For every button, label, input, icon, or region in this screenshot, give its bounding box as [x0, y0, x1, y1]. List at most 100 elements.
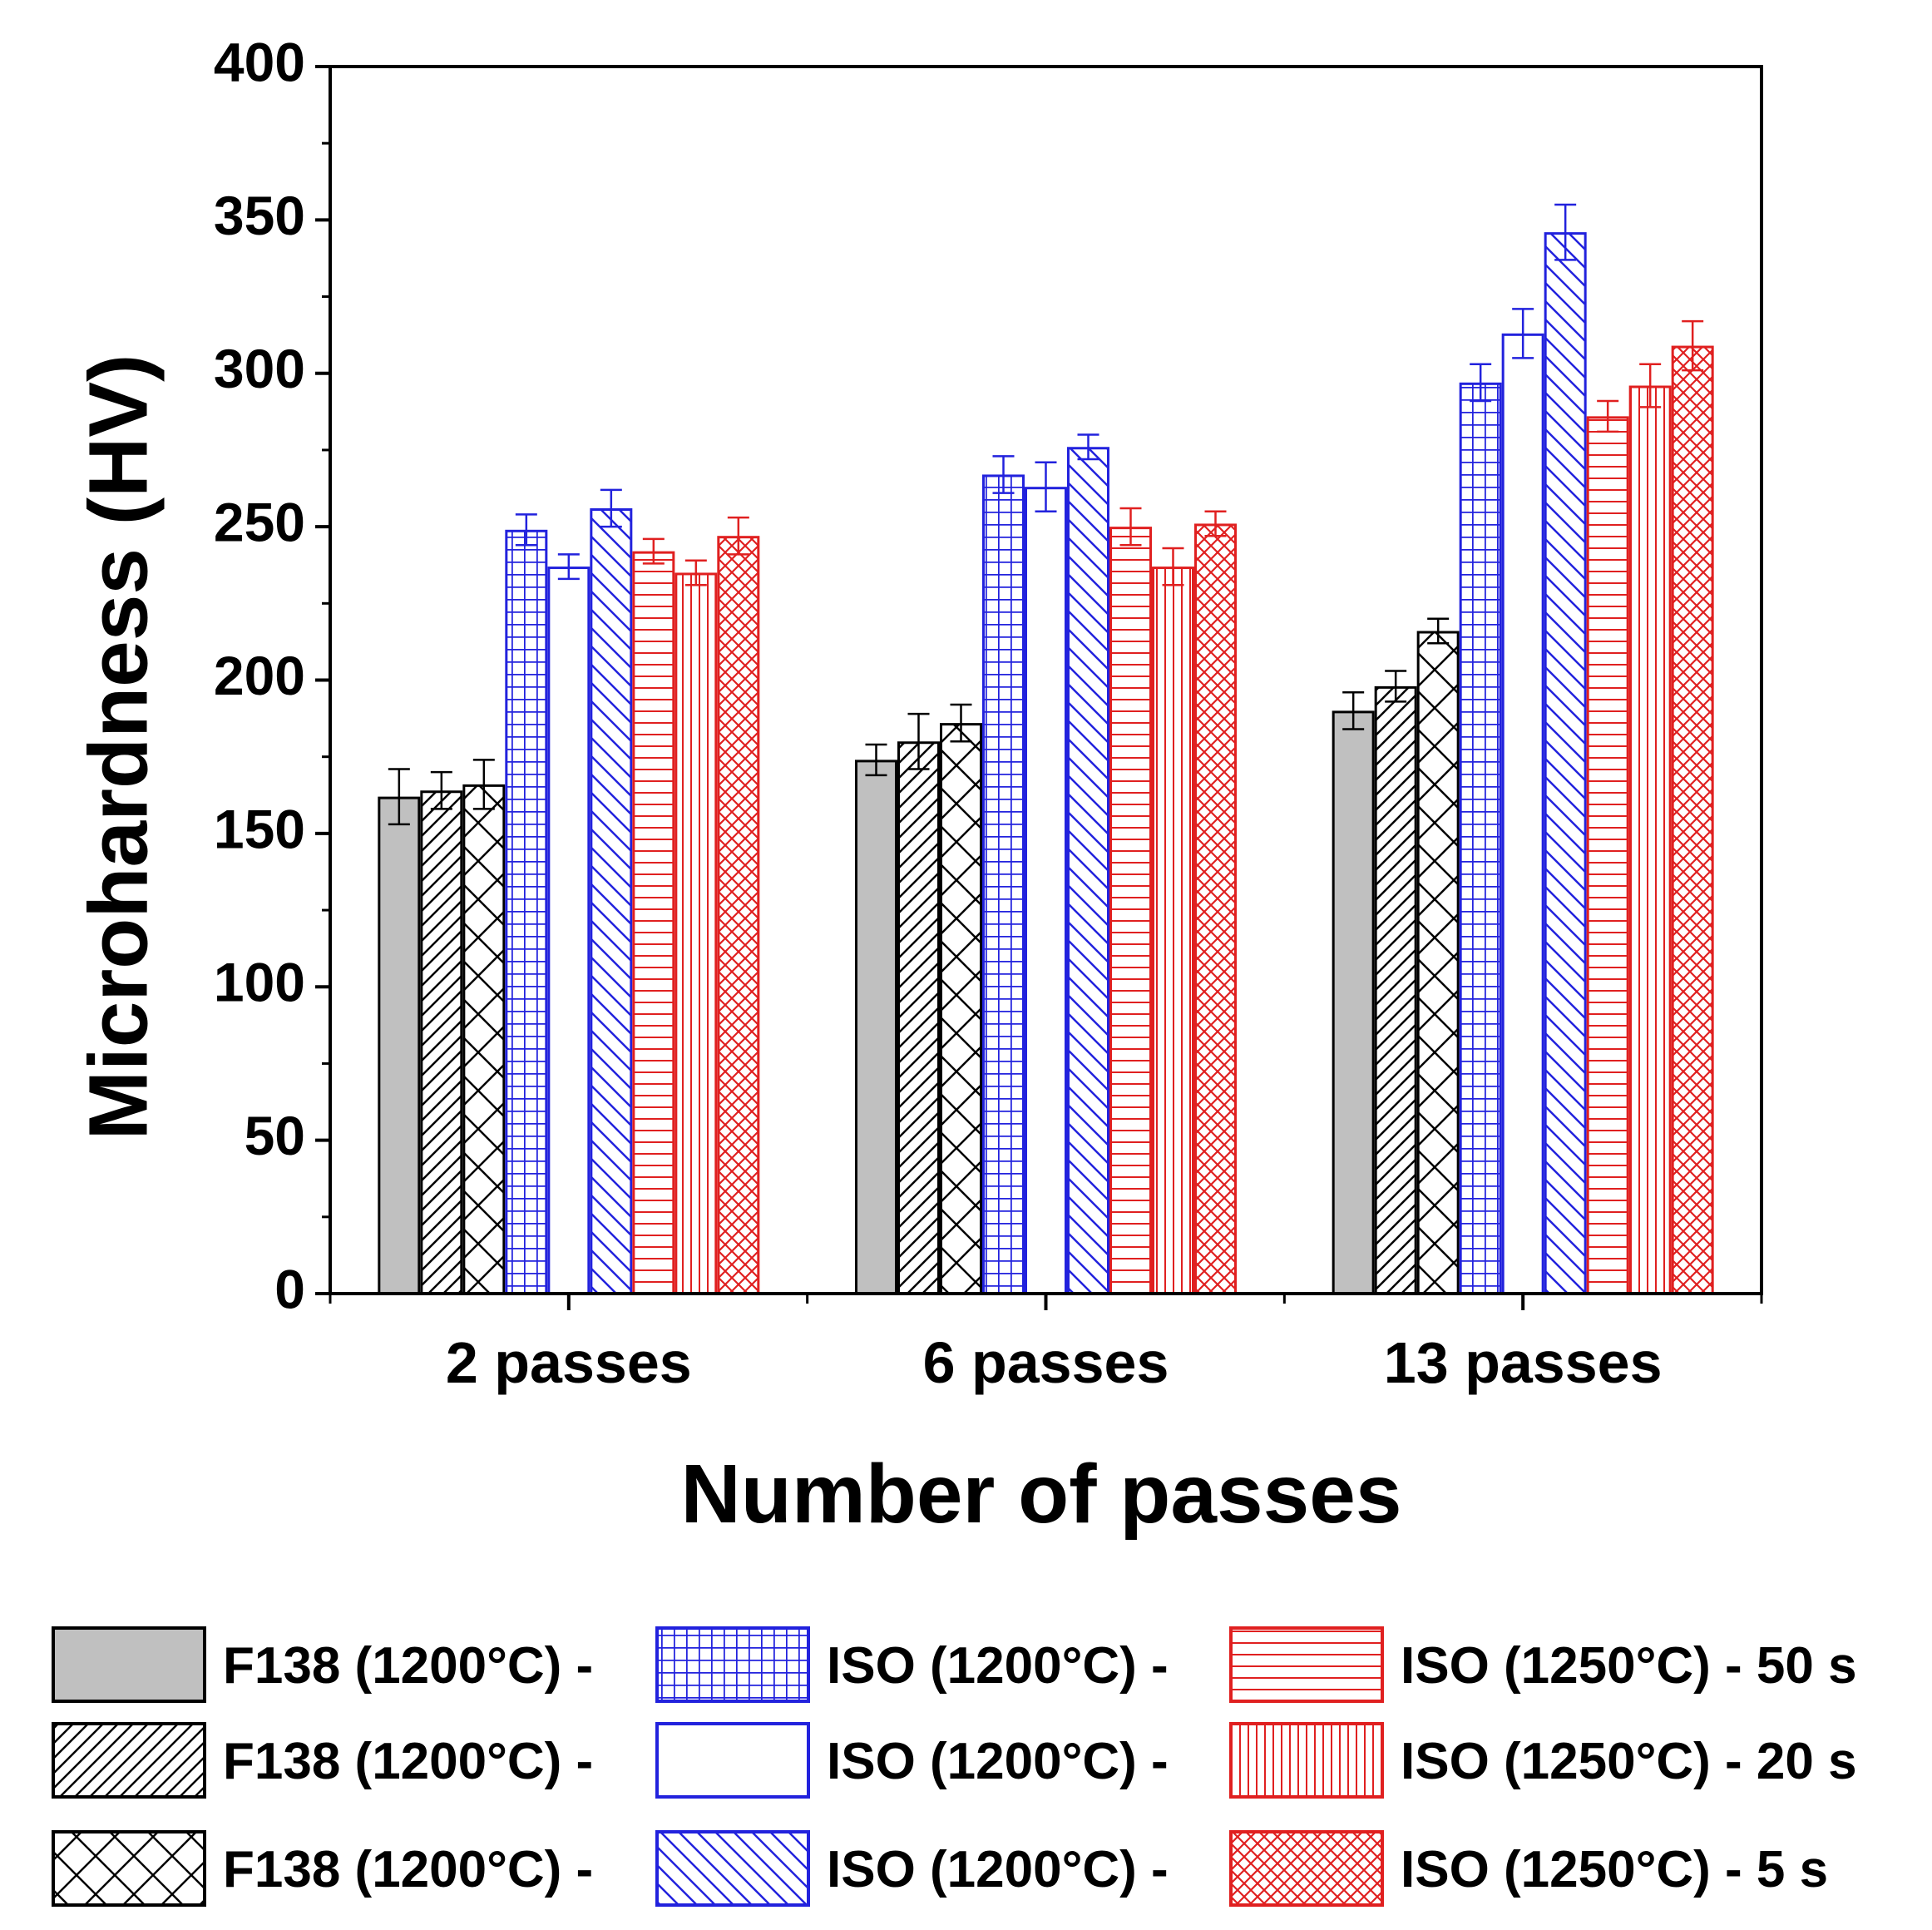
error-bar-7-2 [1119, 507, 1142, 547]
y-axis-title: Microhardness (HV) [72, 354, 165, 1141]
bar-series-9-2 [1194, 523, 1237, 1295]
legend-swatch [655, 1722, 810, 1799]
error-bar-7-3 [1597, 399, 1619, 433]
legend-item-9: ISO (1250°C) - 5 s [1229, 1830, 1828, 1907]
legend-swatch [52, 1722, 206, 1799]
error-bar-6-1 [600, 488, 622, 528]
bar-series-1-3 [1332, 710, 1375, 1295]
error-bar-9-1 [727, 516, 749, 556]
legend-item-5: ISO (1200°C) - [655, 1722, 1169, 1799]
legend-swatch [52, 1626, 206, 1703]
legend-item-6: ISO (1200°C) - [655, 1830, 1169, 1907]
legend-swatch [1229, 1722, 1384, 1799]
y-tick-label: 350 [214, 185, 305, 246]
legend-label: ISO (1200°C) - [827, 1733, 1169, 1790]
error-bar-5-1 [557, 553, 580, 581]
error-bar-1-2 [865, 743, 887, 777]
error-bar-2-3 [1385, 670, 1407, 703]
x-category-label: 2 passes [446, 1330, 692, 1395]
bar-series-3-2 [940, 723, 982, 1295]
bars-layer [378, 232, 1714, 1295]
bar-series-5-1 [547, 567, 590, 1295]
legend-label: ISO (1250°C) - 20 s [1401, 1733, 1857, 1790]
error-bar-6-2 [1077, 433, 1099, 461]
bar-series-6-1 [590, 508, 633, 1295]
bar-series-2-1 [420, 790, 463, 1295]
legend-swatch [52, 1830, 206, 1907]
error-bar-3-3 [1427, 617, 1450, 645]
bar-series-9-1 [717, 536, 760, 1295]
legend-label: F138 (1200°C) - [223, 1841, 593, 1898]
error-bar-9-3 [1682, 319, 1704, 372]
legend-label: ISO (1250°C) - 5 s [1401, 1841, 1828, 1898]
bar-series-5-2 [1025, 487, 1067, 1295]
bar-series-3-1 [462, 784, 506, 1295]
error-bar-4-1 [515, 513, 537, 547]
bar-series-4-3 [1459, 382, 1502, 1295]
bar-series-2-2 [897, 741, 940, 1295]
bar-series-6-3 [1544, 232, 1587, 1295]
y-tick-label: 400 [214, 31, 305, 92]
bar-series-3-3 [1416, 631, 1460, 1295]
legend-label: F138 (1200°C) - [223, 1733, 593, 1790]
error-bar-9-2 [1204, 510, 1227, 537]
legend-swatch [1229, 1830, 1384, 1907]
bar-series-4-2 [982, 474, 1025, 1295]
error-bar-1-1 [388, 768, 410, 826]
y-tick-label: 0 [274, 1258, 305, 1319]
bar-series-8-1 [674, 572, 718, 1295]
bar-series-8-3 [1628, 385, 1672, 1295]
x-category-label: 13 passes [1384, 1330, 1663, 1395]
legend-item-8: ISO (1250°C) - 20 s [1229, 1722, 1857, 1799]
error-bar-6-3 [1554, 203, 1577, 261]
legend-item-1: F138 (1200°C) - [52, 1626, 593, 1703]
bar-series-7-2 [1109, 527, 1152, 1295]
bar-series-1-1 [378, 796, 421, 1295]
error-bar-3-2 [950, 703, 972, 743]
legend-label: ISO (1200°C) - [827, 1841, 1169, 1898]
y-tick-label: 150 [214, 798, 305, 859]
bar-series-7-3 [1586, 416, 1629, 1295]
bar-series-5-3 [1501, 333, 1544, 1295]
legend-item-2: F138 (1200°C) - [52, 1722, 593, 1799]
legend-swatch [655, 1830, 810, 1907]
bar-series-8-2 [1152, 567, 1194, 1295]
legend-item-7: ISO (1250°C) - 50 s [1229, 1626, 1857, 1703]
error-bar-8-3 [1639, 363, 1662, 408]
bar-series-1-2 [855, 760, 897, 1295]
y-tick-label: 250 [214, 492, 305, 553]
legend-label: ISO (1250°C) - 50 s [1401, 1637, 1857, 1695]
bar-series-6-2 [1067, 447, 1109, 1295]
error-bar-1-3 [1342, 691, 1365, 730]
error-bar-5-2 [1035, 461, 1057, 512]
y-tick-label: 100 [214, 952, 305, 1013]
error-bar-5-3 [1512, 308, 1534, 359]
error-bars-layer [388, 203, 1704, 826]
error-bar-2-1 [430, 770, 452, 810]
legend-item-4: ISO (1200°C) - [655, 1626, 1169, 1703]
error-bar-3-1 [472, 759, 495, 810]
error-bar-4-2 [992, 455, 1015, 494]
bar-series-2-3 [1374, 685, 1417, 1295]
axes-layer: 0 50 100 150 200 250 300 350 400 2 passes 6 passes… [214, 31, 1763, 1395]
error-bar-7-1 [642, 537, 665, 565]
bar-series-7-1 [632, 551, 675, 1295]
y-axis-title-text: Microhardness (HV) [72, 354, 165, 1141]
legend-label: ISO (1200°C) - [827, 1637, 1169, 1695]
error-bar-4-3 [1470, 363, 1492, 403]
bar-series-4-1 [505, 529, 548, 1295]
legend-swatch [1229, 1626, 1384, 1703]
y-tick-label: 50 [245, 1105, 305, 1166]
x-category-label: 6 passes [923, 1330, 1169, 1395]
bar-series-9-3 [1671, 345, 1714, 1295]
x-axis-title: Number of passes [681, 1448, 1402, 1541]
error-bar-8-2 [1162, 547, 1184, 586]
error-bar-8-1 [684, 559, 707, 586]
legend: F138 (1200°C) - F138 (1200°C) - F138 (1200… [52, 1626, 1857, 1907]
y-tick-label: 300 [214, 338, 305, 399]
y-tick-label: 200 [214, 645, 305, 706]
error-bar-2-2 [907, 712, 930, 770]
legend-swatch [655, 1626, 810, 1703]
legend-item-3: F138 (1200°C) - [52, 1830, 593, 1907]
